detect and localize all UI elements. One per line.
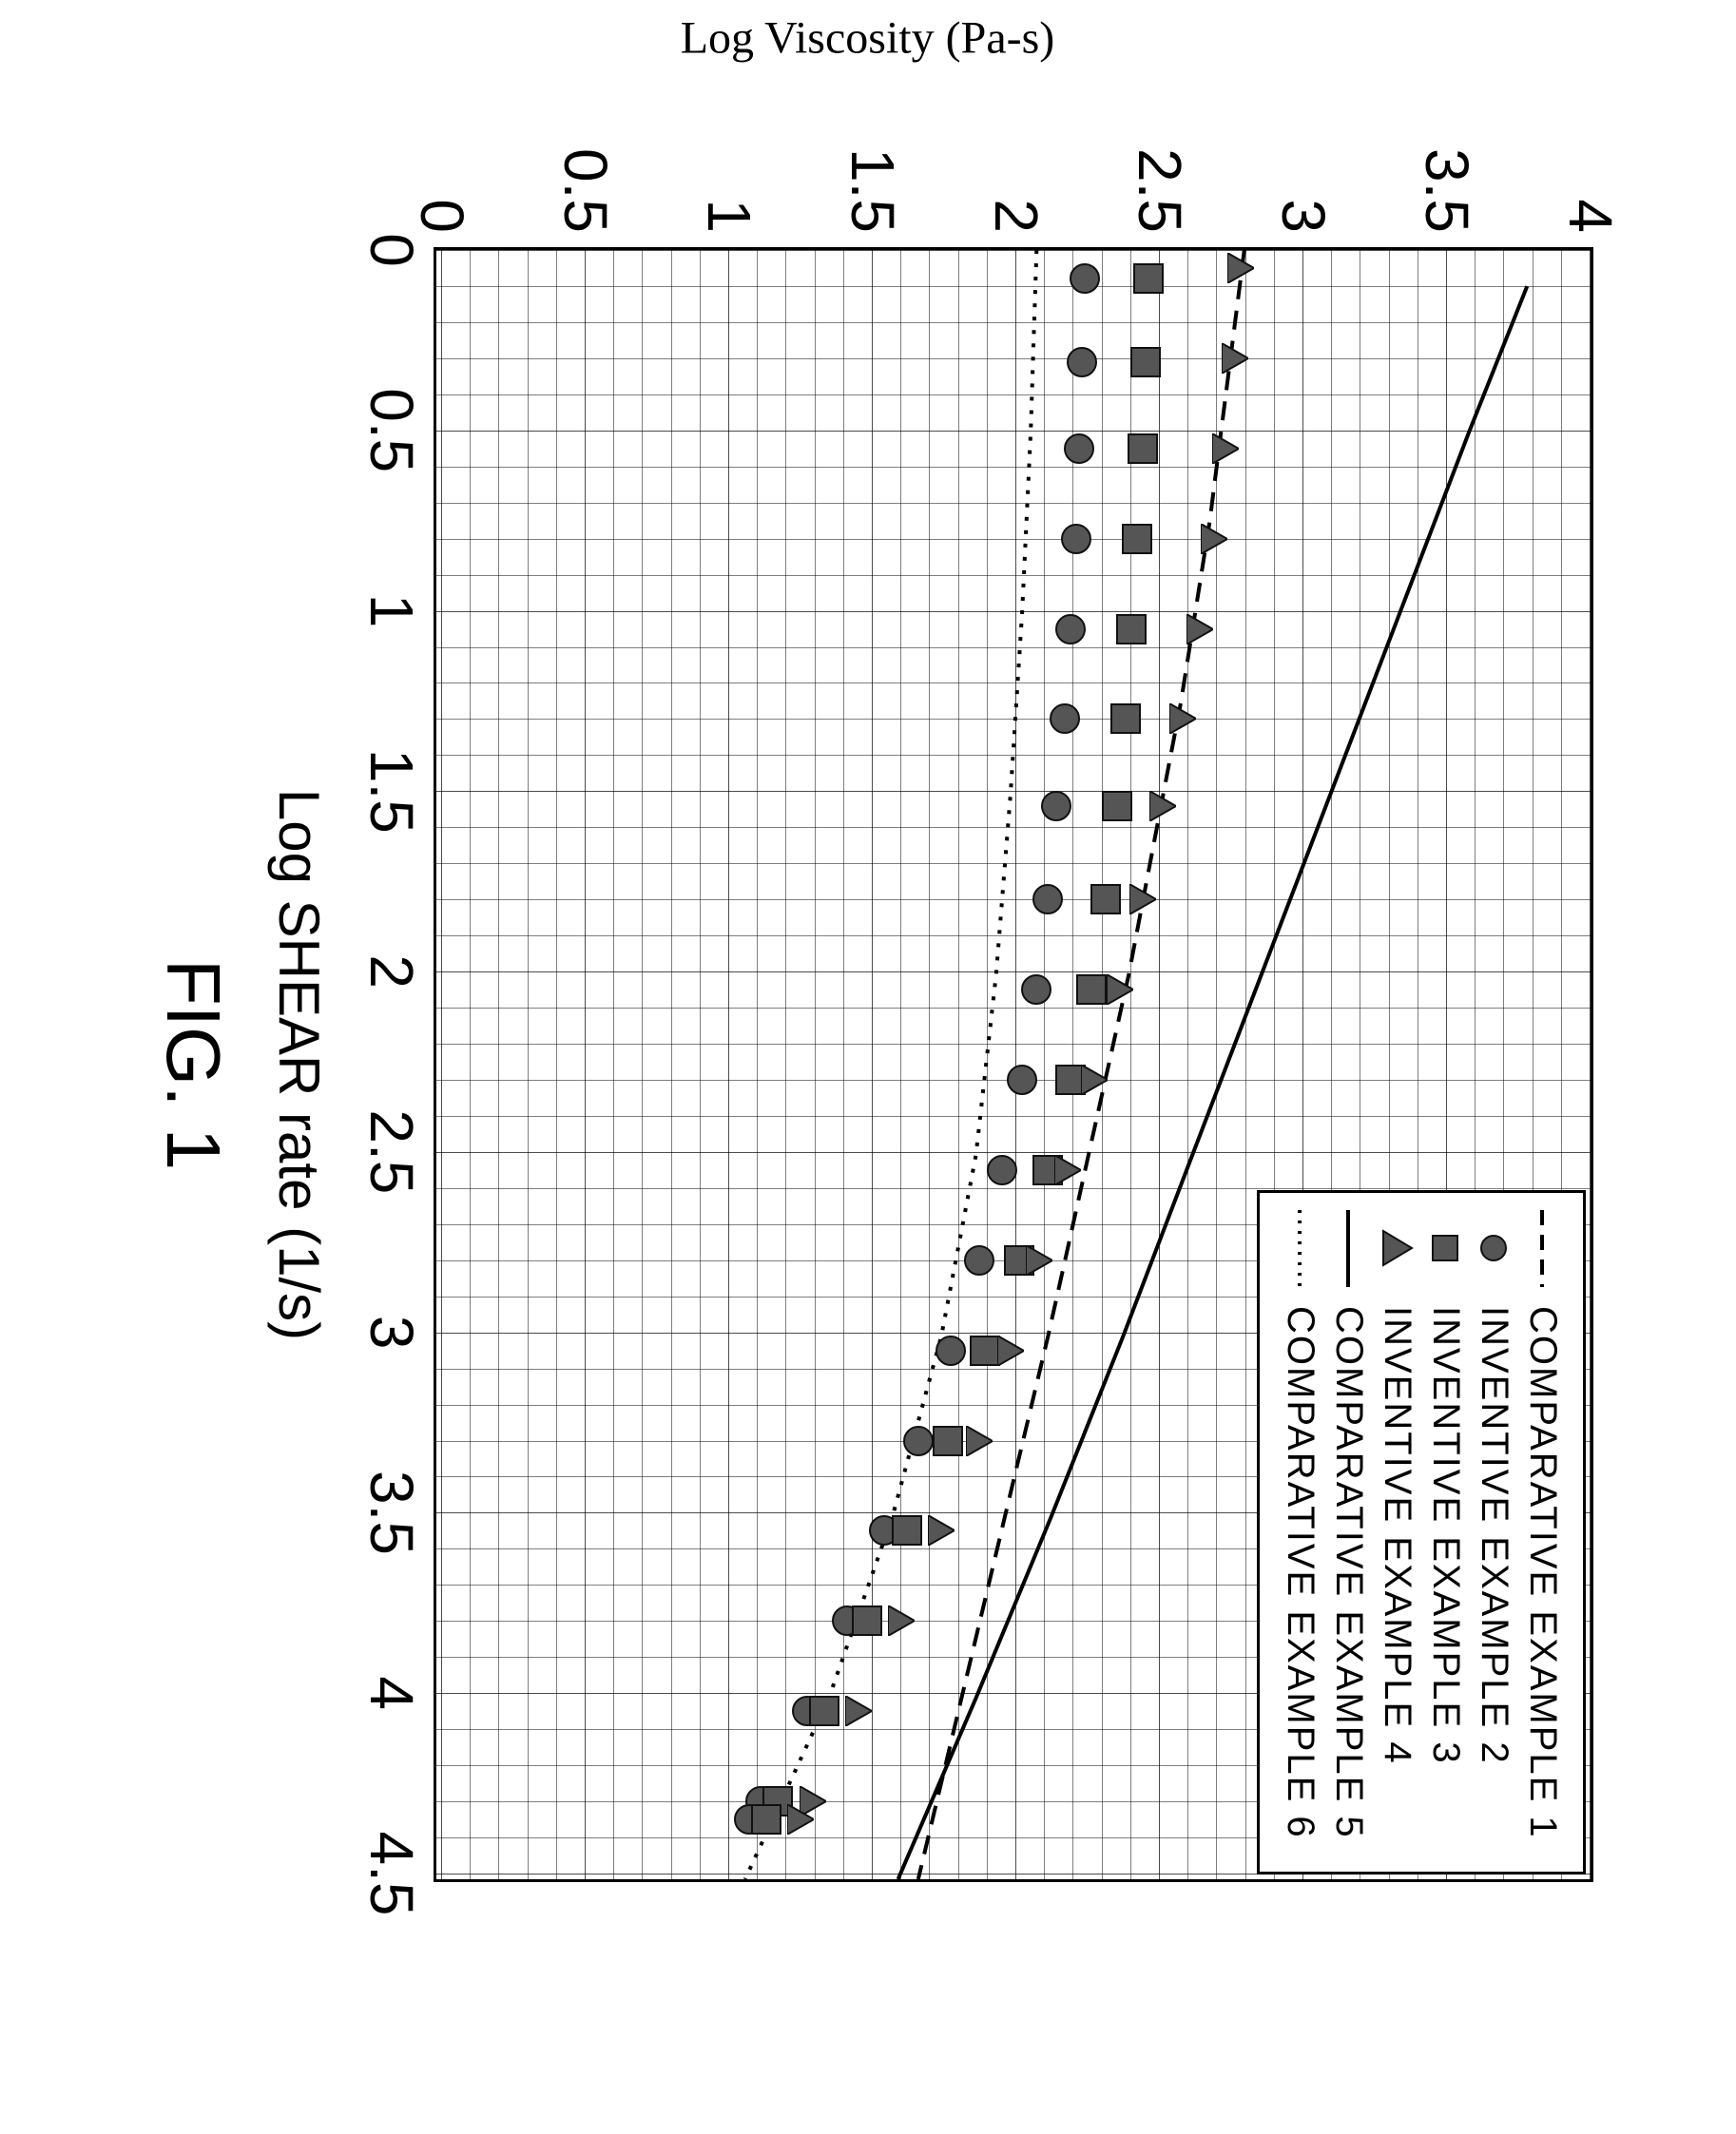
data-point-marker — [852, 1605, 882, 1636]
legend: COMPARATIVE EXAMPLE 1INVENTIVE EXAMPLE 2… — [1257, 1190, 1586, 1874]
legend-label: COMPARATIVE EXAMPLE 5 — [1327, 1306, 1370, 1839]
data-point-marker — [1076, 974, 1107, 1005]
legend-item: COMPARATIVE EXAMPLE 1 — [1521, 1208, 1564, 1856]
data-point-marker — [1067, 347, 1097, 377]
data-point-marker — [936, 1336, 966, 1366]
y-tick-label: 3.5 — [1412, 148, 1482, 233]
x-tick-label: 2 — [357, 954, 427, 989]
legend-swatch — [1330, 1208, 1368, 1289]
legend-label: INVENTIVE EXAMPLE 3 — [1424, 1306, 1467, 1765]
data-point-marker — [888, 1605, 915, 1636]
legend-item: INVENTIVE EXAMPLE 2 — [1473, 1208, 1515, 1856]
x-tick-label: 1 — [357, 594, 427, 628]
data-point-marker — [1090, 884, 1121, 914]
data-point-marker — [1128, 433, 1158, 464]
data-point-marker — [809, 1696, 839, 1726]
data-point-marker — [1055, 614, 1086, 644]
data-point-marker — [1227, 253, 1254, 283]
legend-label: COMPARATIVE EXAMPLE 1 — [1521, 1306, 1564, 1839]
x-tick-label: 0 — [357, 233, 427, 267]
data-point-marker — [1149, 791, 1176, 821]
y-tick-label: 0 — [407, 199, 477, 233]
data-point-marker — [970, 1336, 1000, 1366]
legend-item: COMPARATIVE EXAMPLE 6 — [1279, 1208, 1321, 1856]
figure-caption: FIG. 1 — [149, 959, 237, 1170]
legend-item: INVENTIVE EXAMPLE 4 — [1376, 1208, 1418, 1856]
x-tick-label: 0.5 — [357, 388, 427, 472]
legend-swatch — [1524, 1208, 1562, 1289]
y-tick-label: 0.5 — [550, 148, 621, 233]
x-tick-label: 2.5 — [357, 1109, 427, 1194]
legend-swatch — [1476, 1208, 1514, 1289]
data-point-marker — [1070, 263, 1100, 294]
x-tick-label: 3 — [357, 1316, 427, 1350]
legend-item: COMPARATIVE EXAMPLE 5 — [1327, 1208, 1370, 1856]
data-point-marker — [1026, 1245, 1052, 1276]
data-point-marker — [1081, 1065, 1108, 1095]
data-point-marker — [892, 1515, 922, 1546]
data-point-marker — [1116, 614, 1147, 644]
data-point-marker — [1032, 884, 1063, 914]
data-point-marker — [1061, 524, 1091, 554]
y-tick-label: 2 — [981, 199, 1051, 233]
plot-area: COMPARATIVE EXAMPLE 1INVENTIVE EXAMPLE 2… — [434, 247, 1593, 1882]
legend-label: INVENTIVE EXAMPLE 2 — [1473, 1306, 1515, 1765]
x-tick-label: 3.5 — [357, 1471, 427, 1555]
y-tick-label: 1 — [694, 199, 764, 233]
data-point-marker — [1122, 524, 1152, 554]
legend-label: COMPARATIVE EXAMPLE 6 — [1279, 1306, 1321, 1839]
x-tick-label: 4.5 — [357, 1832, 427, 1916]
legend-swatch — [1282, 1208, 1320, 1289]
data-point-marker — [966, 1426, 993, 1456]
data-point-marker — [1054, 1155, 1081, 1185]
data-point-marker — [751, 1804, 781, 1835]
y-tick-label: 1.5 — [838, 148, 908, 233]
data-point-marker — [1212, 433, 1239, 464]
data-point-marker — [1222, 343, 1248, 374]
x-tick-label: 1.5 — [357, 749, 427, 834]
data-point-marker — [1041, 791, 1071, 821]
data-point-marker — [997, 1336, 1024, 1366]
data-point-marker — [903, 1426, 934, 1456]
y-axis-label: Log Viscosity (Pa-s) — [681, 12, 1055, 65]
data-point-marker — [1130, 347, 1161, 377]
data-point-marker — [933, 1426, 963, 1456]
data-point-marker — [1129, 884, 1156, 914]
data-point-marker — [1007, 1065, 1037, 1095]
data-point-marker — [1021, 974, 1051, 1005]
data-point-marker — [1102, 791, 1132, 821]
data-point-marker — [1110, 703, 1141, 734]
data-point-marker — [1133, 263, 1164, 294]
legend-swatch — [1427, 1208, 1465, 1289]
legend-rows: COMPARATIVE EXAMPLE 1INVENTIVE EXAMPLE 2… — [1279, 1208, 1564, 1856]
data-point-marker — [788, 1804, 815, 1835]
data-point-marker — [1169, 703, 1196, 734]
y-tick-label: 4 — [1555, 199, 1626, 233]
data-point-marker — [987, 1155, 1017, 1185]
legend-label: INVENTIVE EXAMPLE 4 — [1376, 1306, 1418, 1765]
x-tick-label: 4 — [357, 1676, 427, 1710]
x-axis-label: Log SHEAR rate (1/s) — [266, 789, 332, 1340]
data-point-marker — [1050, 703, 1080, 734]
page-rotated: Log Viscosity (Pa-s) COMPARATIVE EXAMPLE… — [0, 0, 1736, 1736]
data-point-marker — [964, 1245, 994, 1276]
data-point-marker — [1107, 974, 1133, 1005]
data-point-marker — [1201, 524, 1227, 554]
data-point-marker — [1064, 433, 1094, 464]
legend-swatch — [1379, 1208, 1417, 1289]
legend-item: INVENTIVE EXAMPLE 3 — [1424, 1208, 1467, 1856]
data-point-marker — [1186, 614, 1213, 644]
y-axis-label-wrap: Log Viscosity (Pa-s) — [0, 0, 1736, 95]
y-tick-label: 2.5 — [1125, 148, 1195, 233]
y-tick-label: 3 — [1268, 199, 1339, 233]
data-point-marker — [928, 1515, 955, 1546]
figure-frame: Log Viscosity (Pa-s) COMPARATIVE EXAMPLE… — [0, 0, 1736, 2134]
data-point-marker — [845, 1696, 872, 1726]
